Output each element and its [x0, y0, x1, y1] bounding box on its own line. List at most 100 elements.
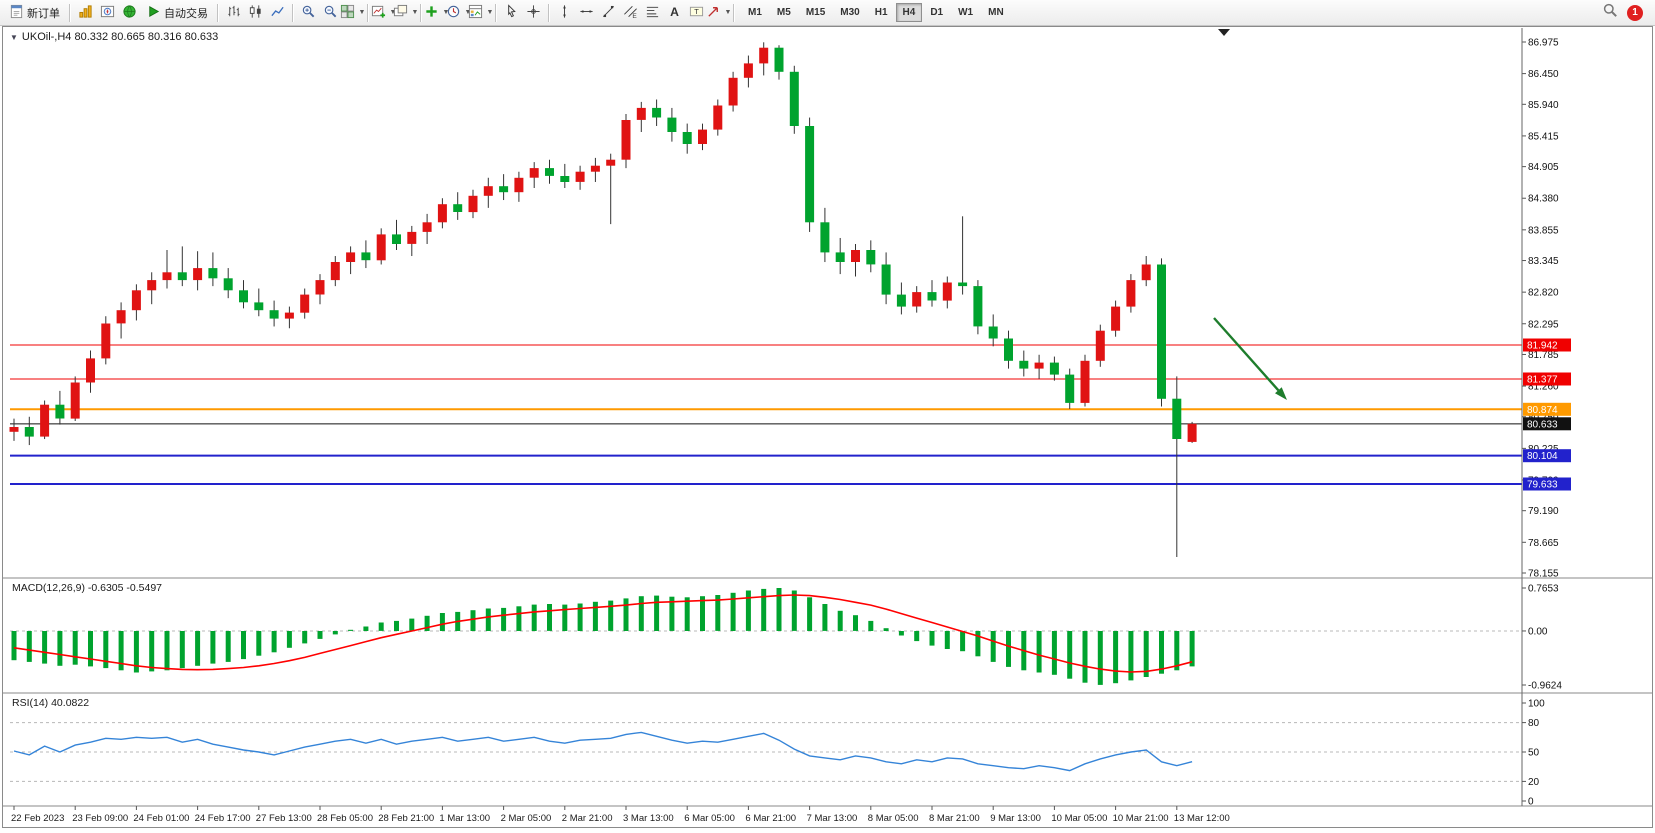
svg-text:T: T — [694, 7, 699, 16]
data-window-button[interactable] — [119, 2, 140, 23]
svg-text:81.785: 81.785 — [1528, 350, 1559, 361]
templates-button[interactable]: ▼ — [468, 2, 494, 23]
svg-text:6 Mar 21:00: 6 Mar 21:00 — [745, 813, 796, 824]
market-watch-icon — [78, 4, 93, 22]
svg-text:28 Feb 05:00: 28 Feb 05:00 — [317, 813, 373, 824]
arrows-icon — [706, 4, 721, 22]
svg-text:83.345: 83.345 — [1528, 256, 1559, 267]
svg-text:80.633: 80.633 — [1527, 419, 1558, 430]
bar-chart-icon — [226, 4, 241, 22]
svg-text:22 Feb 2023: 22 Feb 2023 — [11, 813, 64, 824]
text-button[interactable]: A — [664, 2, 685, 23]
timeframe-w1[interactable]: W1 — [951, 3, 980, 22]
zoom-out-button[interactable] — [320, 2, 341, 23]
timeframe-m30[interactable]: M30 — [833, 3, 866, 22]
svg-text:81.942: 81.942 — [1527, 341, 1558, 352]
chart-grid-button[interactable]: ▼ — [340, 2, 366, 23]
svg-text:80.104: 80.104 — [1527, 451, 1558, 462]
horizontal-line-button[interactable] — [576, 2, 597, 23]
svg-text:6 Mar 05:00: 6 Mar 05:00 — [684, 813, 735, 824]
horizontal-line-icon — [579, 4, 594, 22]
data-window-icon — [122, 4, 137, 22]
periods-button[interactable]: ▼ — [447, 2, 471, 23]
timeframe-h4[interactable]: H4 — [895, 3, 923, 22]
indicators-add-icon — [424, 4, 439, 22]
chevron-down-icon: ▼ — [411, 9, 419, 16]
timeframe-m1[interactable]: M1 — [741, 3, 769, 22]
bar-chart-button[interactable] — [223, 2, 244, 23]
new-order-label: 新订单 — [27, 7, 60, 20]
svg-text:82.295: 82.295 — [1528, 319, 1559, 330]
svg-text:24 Feb 17:00: 24 Feb 17:00 — [195, 813, 251, 824]
line-chart-icon — [270, 4, 285, 22]
svg-text:84.905: 84.905 — [1528, 162, 1559, 173]
chevron-down-icon: ▼ — [358, 9, 366, 16]
vertical-line-icon — [557, 4, 572, 22]
svg-text:81.377: 81.377 — [1527, 375, 1558, 386]
candlestick-chart-button[interactable] — [245, 2, 266, 23]
indicators-button[interactable]: ▼ — [424, 2, 450, 23]
trendline-button[interactable] — [598, 2, 619, 23]
svg-text:8 Mar 21:00: 8 Mar 21:00 — [929, 813, 980, 824]
market-watch-button[interactable] — [75, 2, 96, 23]
svg-text:50: 50 — [1528, 748, 1540, 759]
toolbar-separator — [420, 3, 422, 22]
svg-text:27 Feb 13:00: 27 Feb 13:00 — [256, 813, 312, 824]
svg-text:0.7653: 0.7653 — [1528, 584, 1559, 595]
equidistant-channel-button[interactable]: E — [620, 2, 641, 23]
profiles-button[interactable]: ▼ — [393, 2, 419, 23]
text-icon: A — [667, 4, 682, 22]
svg-text:85.940: 85.940 — [1528, 100, 1559, 111]
navigator-button[interactable] — [97, 2, 118, 23]
cursor-button[interactable] — [501, 2, 522, 23]
svg-text:24 Feb 01:00: 24 Feb 01:00 — [133, 813, 189, 824]
toolbar-separator — [548, 3, 550, 22]
svg-text:2 Mar 05:00: 2 Mar 05:00 — [501, 813, 552, 824]
chevron-down-icon: ▼ — [486, 9, 494, 16]
svg-text:78.155: 78.155 — [1528, 569, 1559, 580]
timeframe-mn[interactable]: MN — [981, 3, 1011, 22]
chevron-down-icon: ▼ — [442, 9, 450, 16]
fibonacci-button[interactable] — [642, 2, 663, 23]
vertical-line-button[interactable] — [554, 2, 575, 23]
zoom-out-icon — [323, 4, 338, 22]
toolbar-separator — [69, 3, 71, 22]
chevron-down-icon: ▼ — [389, 9, 397, 16]
price-chart-canvas[interactable]: 86.975 86.450 85.940 85.415 84.905 84.380 83.8… — [2, 26, 1653, 828]
timeframe-m15[interactable]: M15 — [799, 3, 832, 22]
svg-text:81.260: 81.260 — [1528, 382, 1559, 393]
svg-text:E: E — [632, 13, 637, 19]
svg-text:1 Mar 13:00: 1 Mar 13:00 — [439, 813, 490, 824]
auto-trading-button[interactable]: 自动交易 — [141, 2, 213, 23]
timeframe-d1[interactable]: D1 — [923, 3, 950, 22]
chart-window: 86.975 86.450 85.940 85.415 84.905 84.380 83.8… — [2, 26, 1653, 828]
svg-text:84.380: 84.380 — [1528, 194, 1559, 205]
svg-text:28 Feb 21:00: 28 Feb 21:00 — [378, 813, 434, 824]
timeframe-m5[interactable]: M5 — [770, 3, 798, 22]
new-order-icon — [9, 4, 24, 22]
equidistant-channel-icon: E — [623, 4, 638, 22]
notification-badge[interactable]: 1 — [1627, 4, 1643, 21]
fibonacci-icon — [645, 4, 660, 22]
svg-text:3 Mar 13:00: 3 Mar 13:00 — [623, 813, 674, 824]
toolbar-separator — [495, 3, 497, 22]
new-chart-icon — [371, 4, 386, 22]
candlestick-chart-icon — [248, 4, 263, 22]
svg-text:20: 20 — [1528, 777, 1540, 788]
new-chart-button[interactable]: ▼ — [371, 2, 397, 23]
svg-text:A: A — [670, 5, 679, 19]
timeframe-h1[interactable]: H1 — [868, 3, 895, 22]
zoom-in-icon — [301, 4, 316, 22]
svg-text:82.820: 82.820 — [1528, 288, 1559, 299]
new-order-button[interactable]: 新订单 — [4, 2, 65, 23]
text-label-button[interactable]: T — [686, 2, 707, 23]
auto-trading-play-icon — [146, 4, 161, 22]
chart-grid-icon — [340, 4, 355, 22]
svg-text:83.855: 83.855 — [1528, 225, 1559, 236]
line-chart-button[interactable] — [267, 2, 288, 23]
crosshair-button[interactable] — [523, 2, 544, 23]
search-icon[interactable] — [1602, 2, 1618, 23]
arrows-button[interactable]: ▼ — [706, 2, 731, 23]
svg-text:79.190: 79.190 — [1528, 506, 1559, 517]
zoom-in-button[interactable] — [298, 2, 319, 23]
